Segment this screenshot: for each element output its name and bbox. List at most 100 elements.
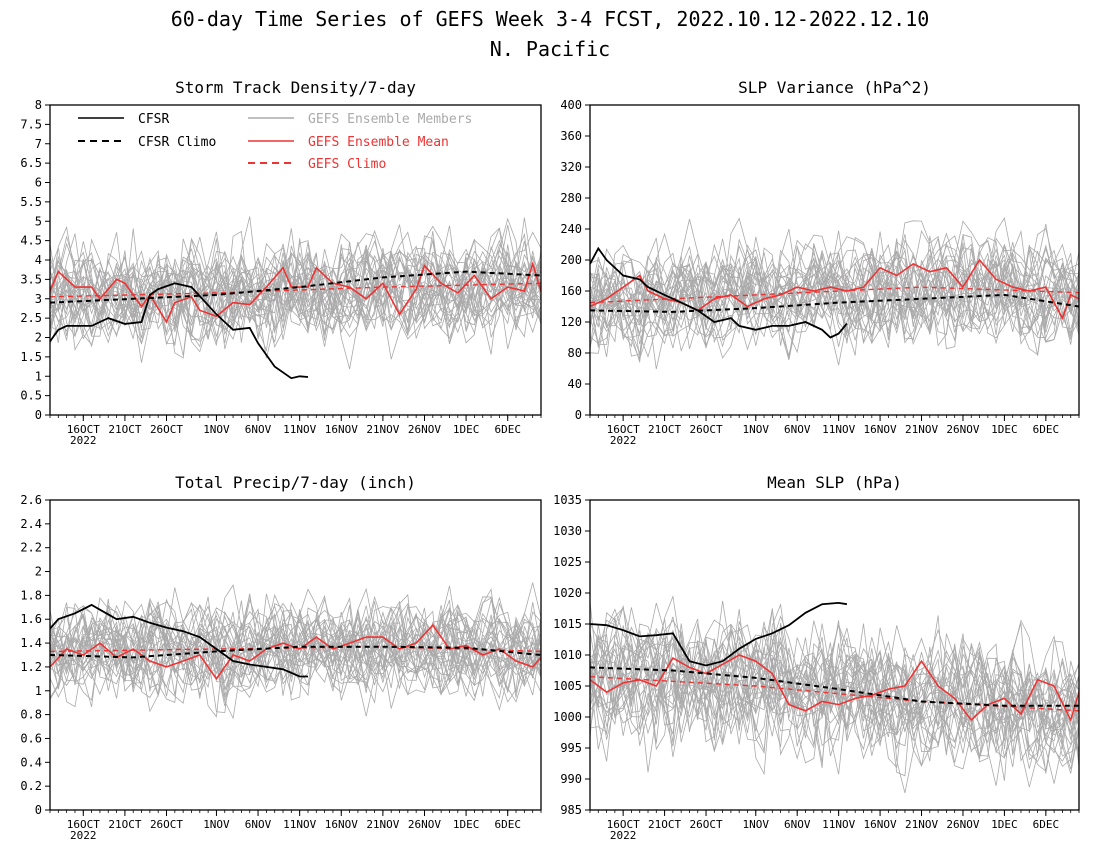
ensemble-member-line [50, 601, 541, 703]
y-tick-label: 3 [35, 292, 42, 306]
x-tick-year-label: 2022 [610, 434, 637, 447]
y-tick-label: 6 [35, 176, 42, 190]
ensemble-member-line [590, 611, 1079, 773]
x-tick-label: 6DEC [494, 818, 521, 831]
y-tick-label: 1030 [553, 524, 582, 538]
y-tick-label: 2 [35, 565, 42, 579]
figure-region: N. Pacific [490, 37, 610, 61]
panel-title: Storm Track Density/7-day [175, 78, 416, 97]
ensemble-member-line [590, 217, 1079, 341]
series-line-cfsr-climo [590, 666, 1079, 707]
y-tick-label: 995 [560, 741, 582, 755]
ensemble-member-line [590, 234, 1079, 353]
legend-label: CFSR Climo [138, 135, 216, 150]
ensemble-member-line [50, 598, 541, 692]
y-tick-label: 0.4 [20, 755, 42, 769]
y-tick-label: 985 [560, 803, 582, 817]
ensemble-member-line [590, 244, 1079, 345]
ensemble-member-line [590, 229, 1079, 339]
panel-title: SLP Variance (hPa^2) [738, 78, 931, 97]
series-line-cfsr-climo [590, 293, 1079, 313]
y-tick-label: 0.8 [20, 708, 42, 722]
x-tick-label: 21NOV [905, 423, 938, 436]
x-tick-label: 11NOV [822, 423, 855, 436]
y-tick-label: 2.6 [20, 493, 42, 507]
x-tick-year-label: 2022 [70, 829, 97, 842]
plot-area [50, 582, 541, 720]
series-line-cfsr [590, 246, 848, 339]
y-tick-label: 400 [560, 98, 582, 112]
y-tick-label: 120 [560, 315, 582, 329]
x-tick-label: 21OCT [648, 423, 681, 436]
x-tick-label: 16NOV [325, 423, 358, 436]
x-tick-label: 26OCT [150, 818, 183, 831]
y-tick-label: 7 [35, 137, 42, 151]
y-tick-label: 7.5 [20, 117, 42, 131]
x-tick-year-label: 2022 [610, 829, 637, 842]
plot-frame [49, 499, 542, 811]
x-tick-label: 21NOV [905, 818, 938, 831]
x-tick-label: 6NOV [784, 423, 811, 436]
y-tick-label: 1035 [553, 493, 582, 507]
ensemble-member-line [590, 247, 1079, 348]
y-tick-label: 360 [560, 129, 582, 143]
y-tick-label: 1005 [553, 679, 582, 693]
y-tick-label: 0.6 [20, 731, 42, 745]
y-tick-label: 8 [35, 98, 42, 112]
legend: CFSR CFSR Climo GEFS Ensemble Members GEFS … [78, 112, 472, 172]
y-tick-label: 160 [560, 284, 582, 298]
ensemble-member-line [590, 608, 1079, 776]
x-tick-label: 11NOV [822, 818, 855, 831]
x-tick-label: 11NOV [283, 423, 316, 436]
y-tick-label: 1.8 [20, 588, 42, 602]
x-tick-label: 1DEC [453, 818, 480, 831]
ensemble-member-line [50, 238, 541, 359]
y-tick-label: 4 [35, 253, 42, 267]
x-tick-label: 6DEC [1033, 818, 1060, 831]
panel-total-precip: Total Precip/7-day (inch)00.20.40.60.811… [20, 473, 542, 842]
x-tick-label: 16NOV [864, 818, 897, 831]
ensemble-member-line [590, 615, 1079, 763]
y-tick-label: 200 [560, 253, 582, 267]
ensemble-member-line [590, 228, 1079, 362]
series-line-gefs-climo [590, 676, 1079, 712]
x-tick-label: 21OCT [108, 423, 141, 436]
legend-label: CFSR [138, 112, 169, 127]
ensemble-member-line [590, 594, 1079, 763]
legend-label: GEFS Ensemble Members [308, 112, 472, 127]
y-tick-label: 1.6 [20, 612, 42, 626]
ensemble-member-line [590, 602, 1079, 768]
y-tick-label: 1025 [553, 555, 582, 569]
x-tick-label: 1DEC [991, 423, 1018, 436]
y-tick-label: 4.5 [20, 234, 42, 248]
y-tick-label: 5.5 [20, 195, 42, 209]
y-tick-label: 1 [35, 369, 42, 383]
ensemble-member-line [50, 597, 541, 697]
x-tick-label: 26OCT [689, 423, 722, 436]
y-tick-label: 0.2 [20, 779, 42, 793]
plot-area [590, 594, 1079, 793]
x-tick-label: 16NOV [325, 818, 358, 831]
series-line-gefs-ensemble-mean [590, 654, 1079, 723]
y-tick-label: 80 [568, 346, 582, 360]
x-tick-label: 16OCT [607, 818, 640, 831]
series-line-cfsr-climo [50, 645, 541, 659]
ensemble-member-line [590, 606, 1079, 763]
figure-title: 60-day Time Series of GEFS Week 3-4 FCST… [171, 7, 930, 31]
ensemble-member-line [50, 593, 541, 717]
x-tick-label: 11NOV [283, 818, 316, 831]
x-tick-label: 26OCT [150, 423, 183, 436]
x-tick-label: 26NOV [408, 423, 441, 436]
x-tick-label: 26NOV [946, 423, 979, 436]
y-tick-label: 1.4 [20, 636, 42, 650]
x-tick-label: 6DEC [1033, 423, 1060, 436]
ensemble-member-line [590, 245, 1079, 359]
panel-slp-variance: SLP Variance (hPa^2) 0 40 80 120 160 200 240 280… [560, 78, 1080, 447]
x-tick-label: 16OCT [67, 818, 100, 831]
y-tick-label: 1015 [553, 617, 582, 631]
x-tick-label: 21OCT [648, 818, 681, 831]
x-tick-label: 1NOV [743, 818, 770, 831]
ensemble-member-line [50, 228, 541, 350]
plot-area [590, 217, 1079, 370]
